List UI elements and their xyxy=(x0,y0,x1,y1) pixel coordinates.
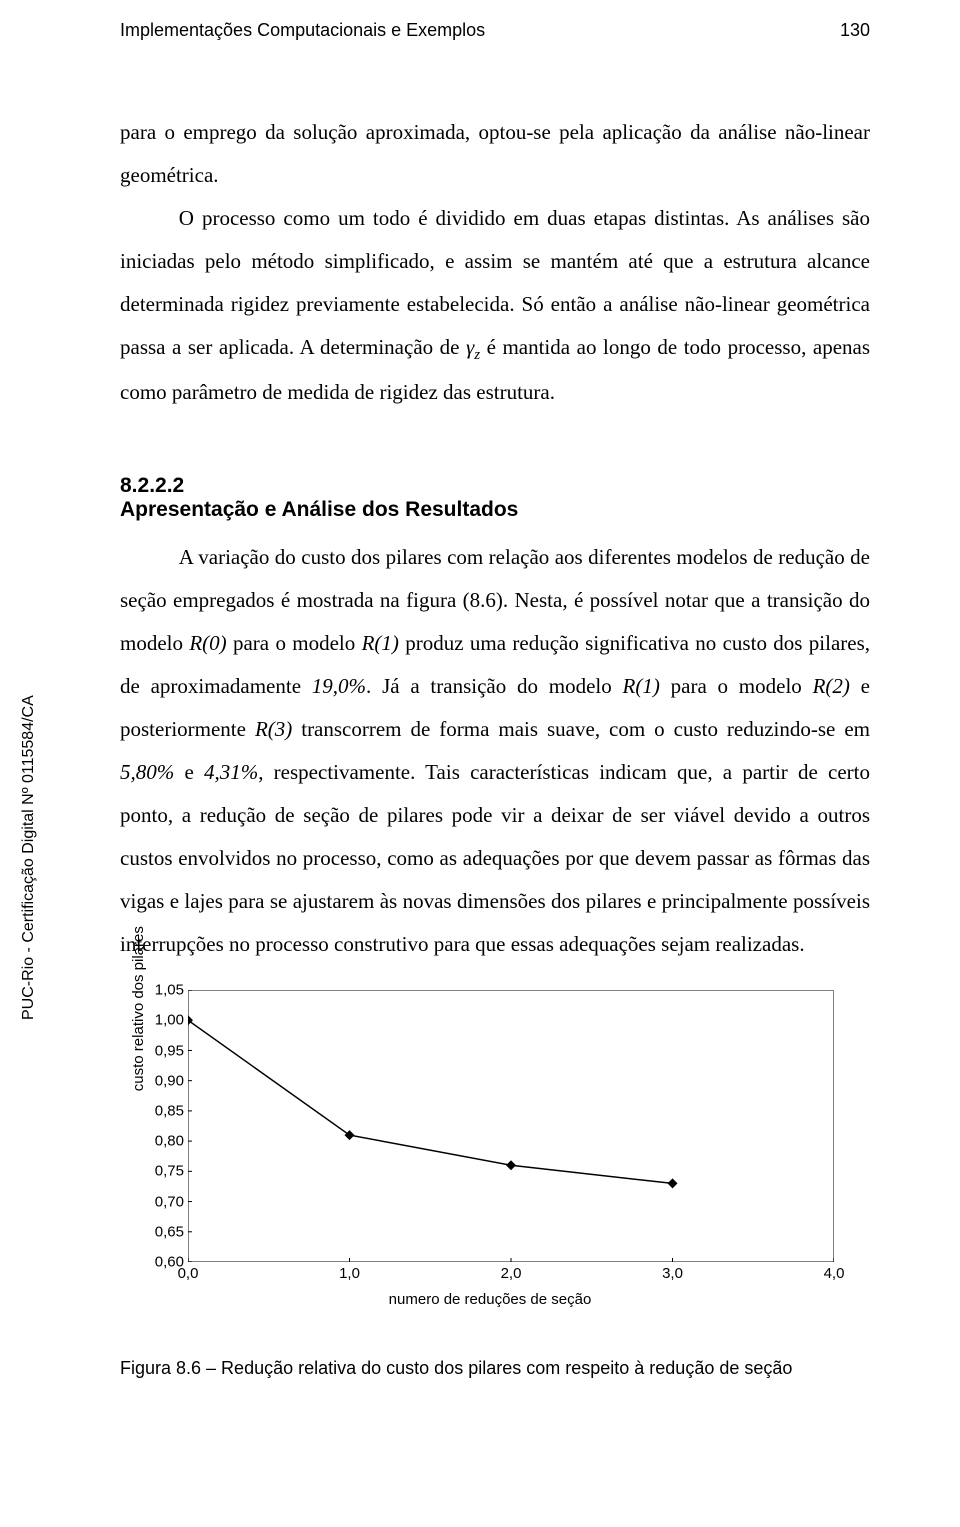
y-tick-label: 0,70 xyxy=(140,1193,184,1210)
r3: R(3) xyxy=(255,717,292,741)
page-header: Implementações Computacionais e Exemplos… xyxy=(120,20,870,41)
r0: R(0) xyxy=(189,631,226,655)
r1: R(1) xyxy=(362,631,399,655)
certification-sidebar: PUC-Rio - Certificação Digital Nº 011558… xyxy=(20,695,38,1020)
paragraph-1-text: para o emprego da solução aproximada, op… xyxy=(120,120,870,187)
x-tick-label: 0,0 xyxy=(178,1265,199,1282)
plot-area xyxy=(188,990,834,1262)
y-tick-label: 0,85 xyxy=(140,1102,184,1119)
p3-b: para o modelo xyxy=(227,631,362,655)
p3-g: transcorrem de forma mais suave, com o c… xyxy=(292,717,870,741)
body-text-block-2: A variação do custo dos pilares com rela… xyxy=(120,536,870,966)
paragraph-3: A variação do custo dos pilares com rela… xyxy=(120,536,870,966)
section-number: 8.2.2.2 xyxy=(120,474,870,498)
figure-caption: Figura 8.6 – Redução relativa do custo d… xyxy=(120,1358,870,1379)
r1b: R(1) xyxy=(623,674,660,698)
p3-and: e xyxy=(174,760,204,784)
y-tick-label: 0,75 xyxy=(140,1163,184,1180)
r2: R(2) xyxy=(813,674,850,698)
pct43: 4,31% xyxy=(204,760,258,784)
p3-d: . Já a transição do modelo xyxy=(366,674,622,698)
pct19: 19,0% xyxy=(312,674,366,698)
cost-chart: custo relativo dos pilares numero de red… xyxy=(140,984,840,1314)
x-tick-label: 3,0 xyxy=(662,1265,683,1282)
x-tick-label: 4,0 xyxy=(824,1265,845,1282)
x-axis-label: numero de reduções de seção xyxy=(389,1291,592,1308)
pct58: 5,80% xyxy=(120,760,174,784)
chart-svg xyxy=(188,990,834,1262)
y-tick-label: 0,90 xyxy=(140,1072,184,1089)
y-tick-label: 0,95 xyxy=(140,1042,184,1059)
p3-e: para o modelo xyxy=(660,674,813,698)
paragraph-1: para o emprego da solução aproximada, op… xyxy=(120,111,870,197)
x-tick-label: 2,0 xyxy=(501,1265,522,1282)
y-tick-label: 0,65 xyxy=(140,1223,184,1240)
y-axis-label: custo relativo dos pilares xyxy=(130,926,147,1091)
header-title: Implementações Computacionais e Exemplos xyxy=(120,20,485,41)
y-tick-label: 1,05 xyxy=(140,982,184,999)
paragraph-2: O processo como um todo é dividido em du… xyxy=(120,197,870,414)
body-text-block-1: para o emprego da solução aproximada, op… xyxy=(120,111,870,414)
y-tick-label: 0,80 xyxy=(140,1133,184,1150)
page: Implementações Computacionais e Exemplos… xyxy=(0,0,960,1527)
x-tick-label: 1,0 xyxy=(339,1265,360,1282)
y-tick-label: 1,00 xyxy=(140,1012,184,1029)
p3-h: , respectivamente. Tais características … xyxy=(120,760,870,956)
page-number: 130 xyxy=(840,20,870,41)
section-title: Apresentação e Análise dos Resultados xyxy=(120,498,870,522)
